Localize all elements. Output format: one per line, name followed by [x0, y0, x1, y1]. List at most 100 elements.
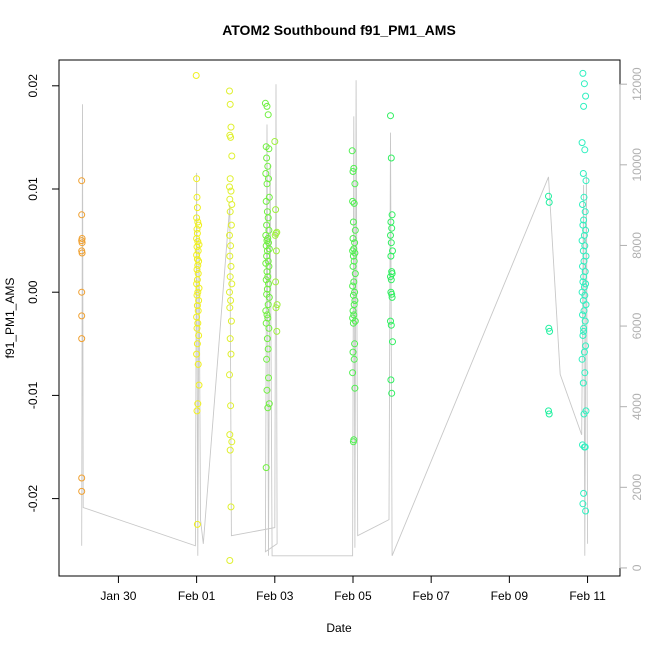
- data-point: [387, 239, 395, 247]
- data-point: [265, 293, 273, 301]
- data-point: [227, 187, 235, 195]
- data-point: [387, 276, 395, 284]
- data-point: [265, 175, 272, 183]
- data-point: [227, 297, 235, 304]
- y2-tick-label: 2000: [630, 474, 644, 501]
- y-tick-label: 0.02: [26, 74, 40, 98]
- data-point: [350, 311, 358, 319]
- data-point: [78, 249, 86, 257]
- data-point: [351, 270, 359, 278]
- secondary-line-group: [81, 80, 589, 557]
- data-point: [263, 311, 271, 319]
- data-point: [388, 290, 396, 298]
- data-point: [193, 225, 201, 233]
- data-point: [349, 319, 357, 327]
- data-point: [227, 242, 235, 250]
- data-point: [545, 198, 553, 206]
- data-point: [226, 183, 233, 191]
- data-point: [194, 307, 202, 315]
- data-point: [387, 273, 394, 281]
- y2-tick-label: 12000: [630, 67, 644, 101]
- data-point: [194, 319, 202, 327]
- data-point: [582, 280, 590, 288]
- data-point: [580, 324, 588, 332]
- data-point: [78, 211, 86, 219]
- data-point: [226, 371, 233, 379]
- data-point: [227, 503, 235, 511]
- data-point: [580, 216, 588, 224]
- data-point: [271, 231, 279, 239]
- data-point: [580, 327, 588, 335]
- data-point: [195, 381, 203, 389]
- data-point: [578, 139, 586, 147]
- data-point: [579, 170, 587, 177]
- data-point: [351, 317, 359, 325]
- data-point: [227, 262, 235, 270]
- data-point: [350, 355, 358, 363]
- data-point: [193, 193, 201, 201]
- data-point: [78, 474, 86, 482]
- data-point: [581, 369, 589, 377]
- plot-frame: [58, 59, 621, 577]
- x-tick-label: Feb 11: [569, 589, 606, 603]
- data-point: [193, 520, 201, 528]
- data-point: [227, 133, 235, 141]
- data-point: [194, 261, 202, 269]
- data-point: [387, 321, 395, 329]
- data-point: [350, 257, 358, 265]
- data-point: [349, 307, 357, 315]
- chart-title: ATOM2 Southbound f91_PM1_AMS: [222, 22, 456, 38]
- data-point: [580, 80, 588, 88]
- x-axis: Jan 30 Feb 01 Feb 03 Feb 05 Feb 07 Feb 09 Feb …: [100, 575, 606, 603]
- data-point: [581, 242, 589, 250]
- data-point: [581, 146, 589, 154]
- data-point: [349, 247, 357, 255]
- x-tick-label: Jan 30: [100, 589, 136, 603]
- data-point: [349, 369, 357, 377]
- data-point: [263, 268, 271, 276]
- x-tick-label: Feb 07: [412, 589, 450, 603]
- data-point: [262, 464, 270, 472]
- data-point: [349, 438, 357, 446]
- data-point: [227, 402, 235, 410]
- data-point: [193, 407, 201, 415]
- data-point: [226, 288, 233, 296]
- data-point: [580, 273, 588, 281]
- y2-tick-label: 4000: [630, 393, 644, 420]
- data-point: [263, 285, 271, 293]
- data-point: [579, 201, 586, 208]
- data-point: [226, 231, 233, 239]
- data-point: [387, 376, 395, 384]
- data-point: [580, 193, 588, 201]
- data-point: [580, 443, 588, 451]
- data-point: [226, 335, 234, 343]
- data-point: [264, 404, 272, 412]
- data-point: [351, 384, 359, 392]
- data-point: [350, 278, 358, 286]
- data-point: [192, 72, 200, 79]
- y2-tick-label: 8000: [630, 232, 644, 259]
- data-point: [226, 252, 234, 260]
- data-point: [272, 247, 280, 255]
- data-point: [349, 252, 357, 260]
- data-point: [350, 164, 358, 172]
- data-point: [580, 489, 588, 497]
- data-point: [226, 208, 234, 216]
- data-point: [195, 297, 203, 304]
- data-point: [579, 500, 587, 508]
- data-point: [78, 177, 86, 185]
- data-point: [545, 407, 552, 415]
- data-point: [226, 557, 234, 564]
- data-point: [387, 112, 394, 120]
- data-point: [265, 245, 273, 253]
- data-point: [545, 410, 553, 418]
- x-tick-label: Feb 05: [334, 589, 372, 603]
- data-point: [582, 177, 590, 185]
- data-point: [387, 231, 394, 239]
- data-point: [193, 302, 201, 310]
- data-point: [78, 239, 86, 247]
- data-point: [273, 301, 281, 309]
- data-point: [350, 199, 358, 207]
- data-point: [581, 317, 589, 325]
- data-point: [262, 307, 270, 315]
